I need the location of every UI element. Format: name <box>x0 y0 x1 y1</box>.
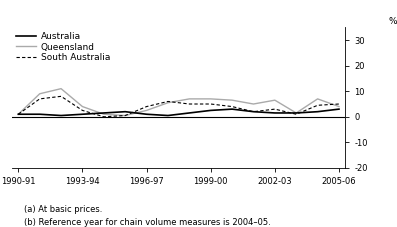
Legend: Australia, Queensland, South Australia: Australia, Queensland, South Australia <box>16 32 110 62</box>
Australia <box>294 112 299 114</box>
Australia <box>208 109 213 112</box>
South Australia <box>102 116 106 118</box>
Line: Queensland: Queensland <box>18 89 339 116</box>
Queensland <box>37 92 42 95</box>
Australia <box>37 113 42 116</box>
Queensland <box>166 101 170 104</box>
Australia <box>337 108 341 111</box>
Queensland <box>102 113 106 116</box>
South Australia <box>123 114 127 117</box>
Australia <box>166 114 170 117</box>
Queensland <box>251 103 256 105</box>
South Australia <box>59 95 64 98</box>
Queensland <box>59 87 64 90</box>
South Australia <box>230 105 235 108</box>
South Australia <box>16 113 21 116</box>
Queensland <box>337 105 341 108</box>
South Australia <box>37 98 42 100</box>
Australia <box>102 112 106 114</box>
Queensland <box>16 113 21 116</box>
Queensland <box>187 98 192 100</box>
Australia <box>123 110 127 113</box>
South Australia <box>166 100 170 103</box>
Line: Australia: Australia <box>18 109 339 116</box>
South Australia <box>315 104 320 107</box>
South Australia <box>208 103 213 105</box>
Queensland <box>208 98 213 100</box>
Australia <box>315 110 320 113</box>
South Australia <box>187 103 192 105</box>
Queensland <box>144 109 149 112</box>
South Australia <box>251 110 256 113</box>
Australia <box>59 114 64 117</box>
Text: (a) At basic prices.: (a) At basic prices. <box>24 205 102 215</box>
Queensland <box>315 98 320 100</box>
Text: %: % <box>389 17 397 26</box>
Queensland <box>294 112 299 114</box>
Australia <box>251 110 256 113</box>
South Australia <box>294 113 299 116</box>
Australia <box>230 108 235 111</box>
South Australia <box>337 103 341 105</box>
Australia <box>187 112 192 114</box>
Queensland <box>272 99 277 101</box>
South Australia <box>272 108 277 111</box>
Queensland <box>80 105 85 108</box>
South Australia <box>80 109 85 112</box>
Queensland <box>230 99 235 101</box>
Line: South Australia: South Australia <box>18 96 339 117</box>
Australia <box>144 113 149 116</box>
Text: (b) Reference year for chain volume measures is 2004–05.: (b) Reference year for chain volume meas… <box>24 218 271 227</box>
Queensland <box>123 114 127 117</box>
South Australia <box>144 105 149 108</box>
Australia <box>16 113 21 116</box>
Australia <box>80 113 85 116</box>
Australia <box>272 112 277 114</box>
